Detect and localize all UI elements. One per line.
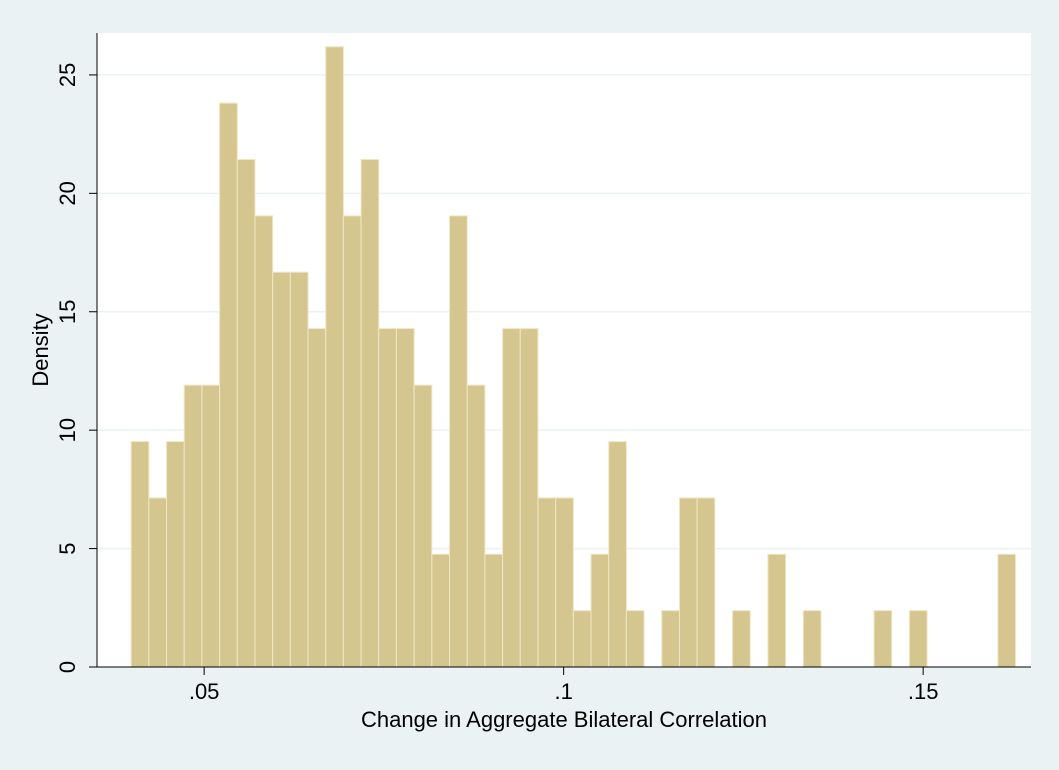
bar bbox=[625, 610, 645, 668]
bar bbox=[325, 46, 344, 668]
bar bbox=[166, 441, 185, 668]
bar bbox=[130, 441, 150, 668]
bar bbox=[342, 215, 362, 668]
bar bbox=[590, 553, 610, 668]
bar bbox=[997, 553, 1017, 668]
bar bbox=[219, 102, 238, 668]
x-tick-label: .15 bbox=[908, 679, 939, 704]
bar bbox=[183, 384, 203, 668]
bar bbox=[802, 610, 822, 668]
bar bbox=[678, 497, 698, 668]
y-tick-label: 25 bbox=[55, 63, 80, 87]
bar bbox=[466, 384, 486, 668]
x-tick-label: .1 bbox=[554, 679, 572, 704]
bar bbox=[873, 610, 893, 668]
bar bbox=[572, 610, 592, 668]
bar bbox=[201, 384, 221, 668]
x-axis-label: Change in Aggregate Bilateral Correlatio… bbox=[361, 707, 767, 732]
y-tick-label: 10 bbox=[55, 418, 80, 442]
bar bbox=[608, 441, 627, 668]
bar bbox=[413, 384, 433, 668]
bar bbox=[555, 497, 574, 668]
bar bbox=[289, 271, 309, 668]
bar bbox=[732, 610, 751, 668]
y-axis-label: Density bbox=[28, 313, 53, 386]
bar bbox=[254, 215, 274, 668]
y-tick-label: 5 bbox=[55, 542, 80, 554]
y-tick-label: 0 bbox=[55, 661, 80, 673]
bar bbox=[908, 610, 928, 668]
bar bbox=[519, 328, 539, 668]
bar bbox=[148, 497, 168, 668]
bar bbox=[484, 553, 504, 668]
bar bbox=[502, 328, 521, 668]
bar bbox=[272, 271, 291, 668]
bar bbox=[378, 328, 397, 668]
bar bbox=[767, 553, 787, 668]
x-tick-label: .05 bbox=[189, 679, 220, 704]
bar bbox=[661, 610, 680, 668]
bar bbox=[307, 328, 327, 668]
bar bbox=[449, 215, 468, 668]
bar bbox=[360, 158, 380, 668]
bar bbox=[696, 497, 716, 668]
bar bbox=[537, 497, 557, 668]
bar bbox=[236, 158, 256, 668]
bar bbox=[431, 553, 451, 668]
bar bbox=[395, 328, 415, 668]
y-tick-label: 20 bbox=[55, 181, 80, 205]
y-tick-label: 15 bbox=[55, 300, 80, 324]
